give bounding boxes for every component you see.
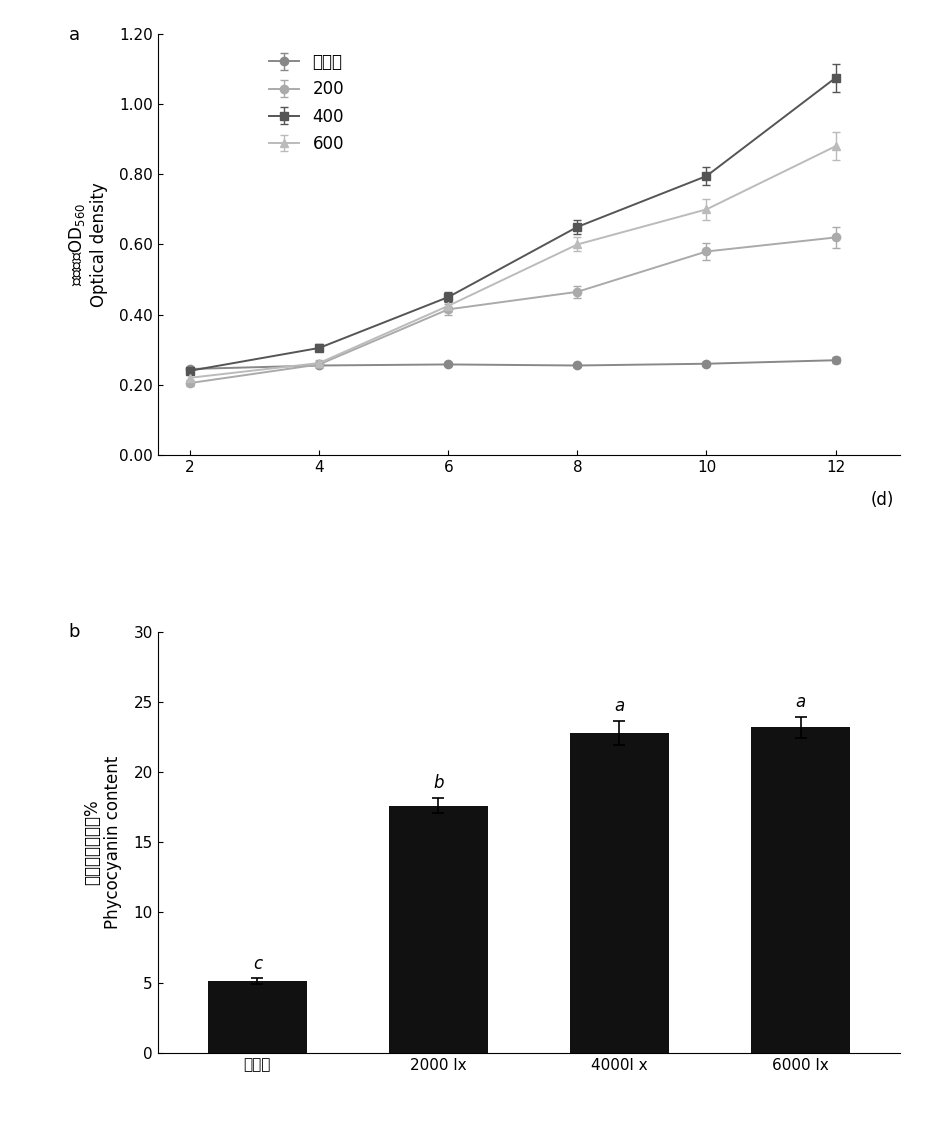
- Text: a: a: [69, 26, 80, 43]
- Y-axis label: 藻蓝蛋白含量／%
Phycocyanin content: 藻蓝蛋白含量／% Phycocyanin content: [83, 756, 122, 929]
- Text: b: b: [433, 774, 443, 792]
- Text: c: c: [252, 954, 261, 972]
- Bar: [208, 981, 307, 1053]
- Text: b: b: [69, 624, 80, 642]
- Y-axis label: 光密度／OD$_{560}$
Optical density: 光密度／OD$_{560}$ Optical density: [67, 182, 108, 307]
- Bar: [388, 806, 488, 1053]
- Text: (d): (d): [870, 491, 894, 508]
- Legend: 暗培养, 200, 400, 600: 暗培养, 200, 400, 600: [262, 46, 350, 160]
- Text: a: a: [614, 697, 624, 715]
- Bar: [569, 732, 668, 1053]
- Text: a: a: [794, 693, 805, 711]
- Bar: [750, 727, 849, 1053]
